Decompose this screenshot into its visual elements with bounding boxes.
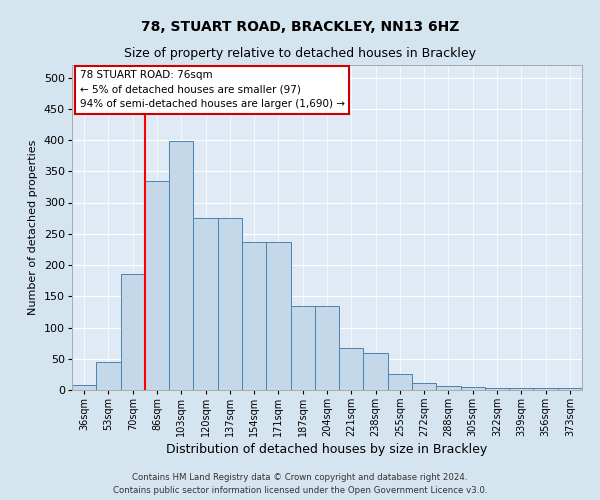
Bar [339,348,364,390]
Bar [121,274,145,390]
Bar [388,374,412,390]
Bar [96,362,121,390]
Bar [145,180,169,390]
Bar [242,242,266,390]
Bar [169,141,193,390]
Bar [412,383,436,390]
Bar [436,386,461,390]
Y-axis label: Number of detached properties: Number of detached properties [28,140,38,315]
Bar [315,306,339,390]
Bar [218,218,242,390]
Bar [193,218,218,390]
Bar [364,352,388,390]
Text: 78, STUART ROAD, BRACKLEY, NN13 6HZ: 78, STUART ROAD, BRACKLEY, NN13 6HZ [141,20,459,34]
Bar [72,385,96,390]
Text: Contains HM Land Registry data © Crown copyright and database right 2024.
Contai: Contains HM Land Registry data © Crown c… [113,474,487,495]
Bar [290,306,315,390]
Bar [509,388,533,390]
Bar [533,388,558,390]
Text: 78 STUART ROAD: 76sqm
← 5% of detached houses are smaller (97)
94% of semi-detac: 78 STUART ROAD: 76sqm ← 5% of detached h… [80,70,344,110]
Bar [266,242,290,390]
Text: Size of property relative to detached houses in Brackley: Size of property relative to detached ho… [124,48,476,60]
Bar [461,387,485,390]
Bar [485,388,509,390]
X-axis label: Distribution of detached houses by size in Brackley: Distribution of detached houses by size … [166,444,488,456]
Bar [558,388,582,390]
